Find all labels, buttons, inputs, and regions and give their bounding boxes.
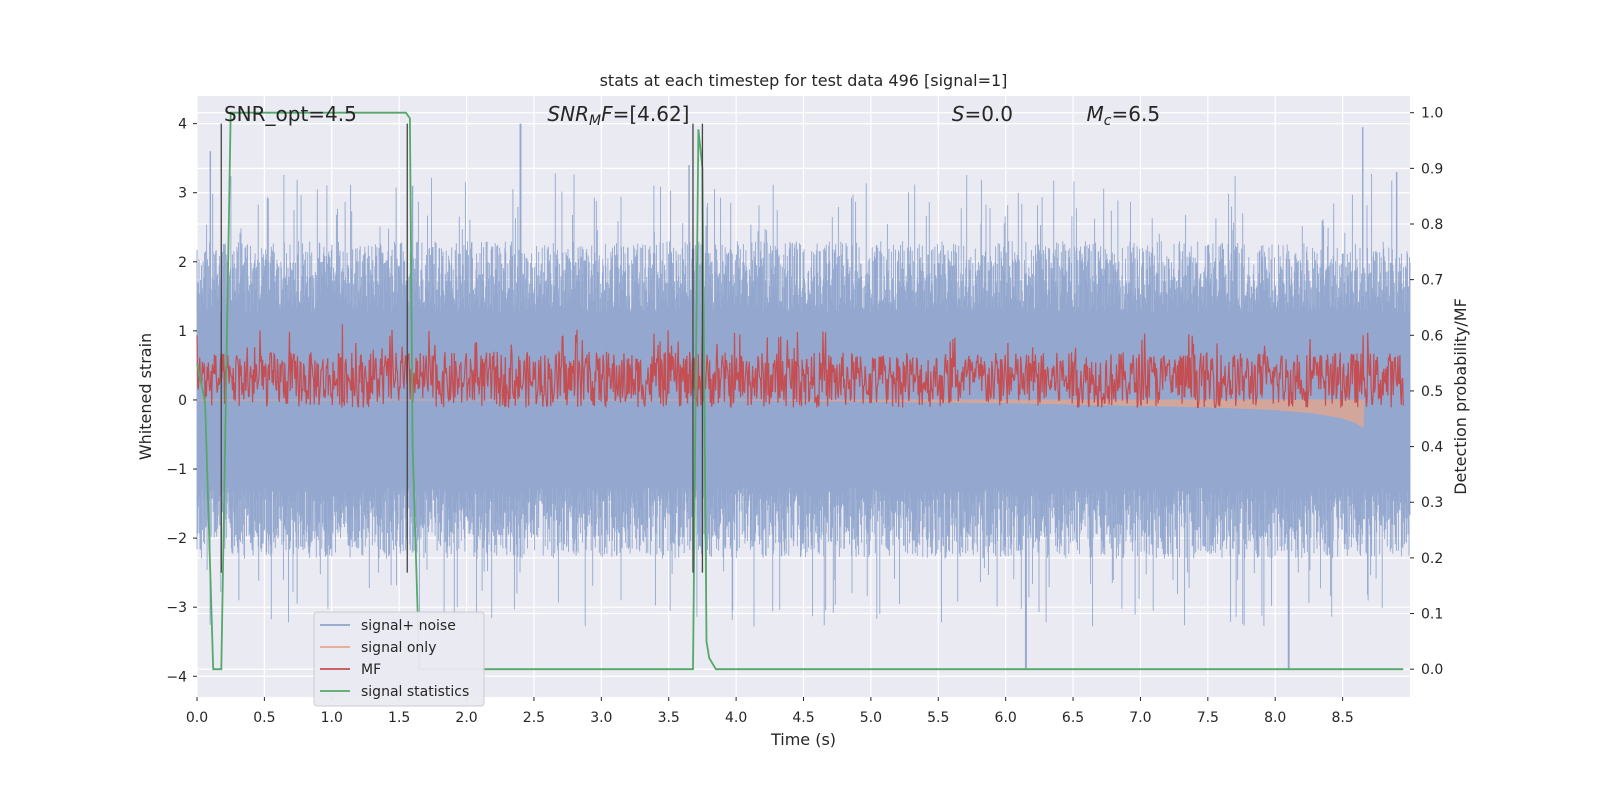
y-tick-label: 0 bbox=[178, 393, 187, 409]
x-tick-label: 4.5 bbox=[792, 710, 814, 726]
x-tick-label: 3.0 bbox=[590, 710, 612, 726]
x-tick-label: 4.0 bbox=[725, 710, 747, 726]
vertical-markers bbox=[220, 123, 704, 573]
x-tick-label: 0.0 bbox=[186, 710, 208, 726]
x-tick-label: 1.0 bbox=[321, 710, 343, 726]
x-tick-label: 8.5 bbox=[1331, 710, 1353, 726]
x-tick-label: 8.0 bbox=[1264, 710, 1286, 726]
y-tick-label: 3 bbox=[178, 186, 187, 202]
y-tick-label: 1 bbox=[178, 324, 187, 340]
series-mf bbox=[196, 324, 1404, 409]
x-tick-label: 5.5 bbox=[927, 710, 949, 726]
y-right-tick-label: 0.2 bbox=[1421, 551, 1443, 567]
y-tick-label: 4 bbox=[178, 117, 187, 133]
y-right-tick-label: 0.9 bbox=[1421, 161, 1443, 177]
annotation-mc: Mc=6.5 bbox=[1087, 102, 1161, 129]
y-right-tick-label: 0.7 bbox=[1421, 273, 1443, 289]
chart-title: stats at each timestep for test data 496… bbox=[600, 71, 1008, 90]
axes: 0.0 0.5 1.0 1.5 2.0 2.5 3.0 3.5 4.0 4.5 5.0 5.5 6.0 6… bbox=[166, 106, 1443, 726]
x-tick-label: 7.0 bbox=[1129, 710, 1151, 726]
y-tick-label: −2 bbox=[166, 531, 187, 547]
legend-entry: signal statistics bbox=[361, 684, 469, 700]
legend-entry: MF bbox=[361, 662, 381, 678]
y-tick-label: −4 bbox=[166, 669, 187, 685]
y-tick-label: −3 bbox=[166, 600, 187, 616]
y-axis-label-left: Whitened strain bbox=[136, 333, 155, 460]
annotation-snr-mf: SNRMF=[4.62] bbox=[547, 102, 689, 129]
annotation-s: S=0.0 bbox=[952, 102, 1013, 126]
y-right-tick-label: 0.1 bbox=[1421, 607, 1443, 623]
annotations: SNR_opt=4.5 SNRMF=[4.62] S=0.0 Mc=6.5 bbox=[224, 102, 1160, 129]
x-tick-label: 6.5 bbox=[1062, 710, 1084, 726]
x-tick-label: 7.5 bbox=[1197, 710, 1219, 726]
y-tick-label: −1 bbox=[166, 462, 187, 478]
x-axis-label: Time (s) bbox=[770, 730, 836, 749]
x-tick-label: 6.0 bbox=[995, 710, 1017, 726]
y-axis-label-right: Detection probability/MF bbox=[1451, 298, 1470, 495]
x-tick-label: 5.0 bbox=[860, 710, 882, 726]
y-right-tick-label: 0.3 bbox=[1421, 495, 1443, 511]
y-right-tick-label: 0.8 bbox=[1421, 217, 1443, 233]
legend-entry: signal+ noise bbox=[361, 618, 456, 634]
legend-box bbox=[313, 611, 485, 707]
annotation-snr-opt: SNR_opt=4.5 bbox=[224, 102, 357, 126]
legend: signal+ noise signal only MF signal statist… bbox=[313, 611, 485, 707]
x-tick-label: 0.5 bbox=[253, 710, 275, 726]
y-tick-label: 2 bbox=[178, 255, 187, 271]
y-right-tick-label: 1.0 bbox=[1421, 106, 1443, 122]
y-right-tick-label: 0.6 bbox=[1421, 328, 1443, 344]
y-right-tick-label: 0.4 bbox=[1421, 440, 1443, 456]
x-tick-label: 3.5 bbox=[658, 710, 680, 726]
x-tick-label: 2.0 bbox=[455, 710, 477, 726]
x-tick-label: 1.5 bbox=[388, 710, 410, 726]
x-tick-label: 2.5 bbox=[523, 710, 545, 726]
legend-entry: signal only bbox=[361, 640, 436, 656]
y-right-tick-label: 0.5 bbox=[1421, 384, 1443, 400]
y-right-tick-label: 0.0 bbox=[1421, 662, 1443, 678]
